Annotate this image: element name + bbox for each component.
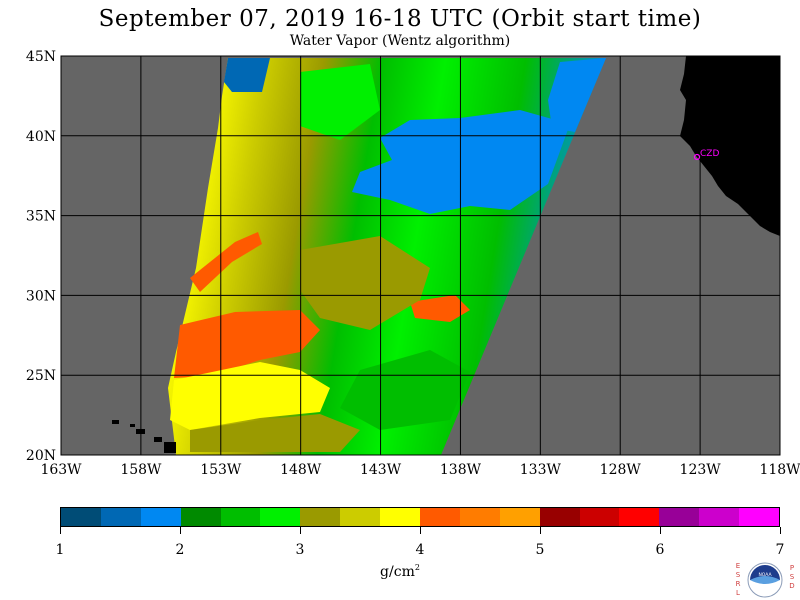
- island-hawaii: [164, 442, 176, 453]
- colorbar-tick: [419, 527, 421, 534]
- colorbar-tick: [299, 527, 301, 534]
- longitude-label: 158W: [120, 462, 162, 478]
- colorbar: [60, 507, 780, 527]
- colorbar-swatch: [380, 508, 421, 526]
- colorbar-unit: g/cm2: [0, 563, 800, 580]
- station-label: CZD: [700, 149, 719, 159]
- colorbar-tick-label: 6: [655, 542, 665, 558]
- colorbar-swatch: [739, 508, 780, 526]
- noaa-emblem-top: [750, 565, 780, 580]
- colorbar-tick: [659, 527, 661, 534]
- psd-letters: PSD: [789, 564, 794, 590]
- logo-letter: E: [736, 562, 740, 570]
- logo-letter: S: [736, 571, 741, 579]
- noaa-emblem-wave: [750, 576, 780, 584]
- colorbar-tick: [59, 527, 61, 534]
- colorbar-swatch: [579, 508, 620, 526]
- colorbar-tick: [179, 527, 181, 534]
- latitude-label: 25N: [26, 368, 56, 384]
- longitude-label: 148W: [280, 462, 322, 478]
- latitude-label: 35N: [26, 209, 56, 225]
- longitude-label: 163W: [40, 462, 82, 478]
- green-tongue: [340, 350, 470, 430]
- moist-band-south: [174, 310, 320, 378]
- latitude-label: 30N: [26, 288, 56, 304]
- map-subtitle: Water Vapor (Wentz algorithm): [289, 33, 511, 49]
- colorbar-swatch: [420, 508, 460, 526]
- longitude-label: 153W: [200, 462, 242, 478]
- colorbar-swatch: [459, 508, 500, 526]
- longitude-label: 123W: [680, 462, 722, 478]
- logo-letter: S: [790, 573, 795, 581]
- longitude-labels: 163W 158W 153W 148W 143W 138W 133W 128W 123W 118W: [40, 462, 800, 478]
- colorbar-tick-label: 4: [415, 542, 425, 558]
- latitude-label: 40N: [26, 129, 56, 145]
- colorbar-swatch: [699, 508, 740, 526]
- graticule: [61, 56, 780, 455]
- latitude-label: 20N: [26, 448, 56, 464]
- colorbar-swatch: [619, 508, 660, 526]
- colorbar-tick-label: 1: [55, 542, 65, 558]
- station-marker: CZD: [693, 149, 719, 161]
- colorbar-swatch: [499, 508, 540, 526]
- colorbar-swatch: [260, 508, 301, 526]
- olive-band-south: [190, 414, 360, 452]
- colorbar-tick: [539, 527, 541, 534]
- colorbar-swatch: [340, 508, 381, 526]
- colorbar-tick-label: 2: [175, 542, 185, 558]
- colorbar-swatch: [539, 508, 580, 526]
- colorbar-swatch: [61, 508, 101, 526]
- logo-letter: P: [790, 564, 794, 572]
- colorbar-swatch: [220, 508, 261, 526]
- colorbar-tick-label: 5: [535, 542, 545, 558]
- longitude-label: 118W: [759, 462, 800, 478]
- latitude-labels: 45N 40N 35N 30N 25N 20N: [26, 49, 56, 464]
- colorbar-swatch: [300, 508, 341, 526]
- island-molokai: [130, 424, 135, 427]
- unit-exponent: 2: [414, 563, 420, 572]
- olive-band-central: [300, 236, 430, 330]
- dry-area-northeast: [548, 58, 606, 132]
- north-america-coast: [680, 56, 780, 236]
- colorbar-swatch: [180, 508, 221, 526]
- yellow-band: [170, 362, 330, 430]
- longitude-label: 143W: [360, 462, 402, 478]
- logo-letter: D: [789, 582, 794, 590]
- longitude-label: 138W: [440, 462, 482, 478]
- noaa-text: NOAA: [758, 572, 772, 578]
- colorbar-swatch: [140, 508, 181, 526]
- colorbar-swatch: [659, 508, 700, 526]
- longitude-label: 128W: [600, 462, 642, 478]
- colorbar-swatch: [100, 508, 141, 526]
- moist-patch-east: [410, 295, 470, 322]
- colorbar-tick-label: 3: [295, 542, 305, 558]
- station-dot: [693, 153, 701, 161]
- colorbar-tick-label: 7: [775, 542, 785, 558]
- map-title: September 07, 2019 16-18 UTC (Orbit star…: [98, 6, 702, 32]
- moist-band-west: [190, 232, 262, 292]
- logo-letter: L: [736, 589, 740, 597]
- latitude-label: 45N: [26, 49, 56, 65]
- island-kauai: [112, 420, 119, 424]
- green-area-north: [300, 64, 380, 140]
- colorbar-tick: [779, 527, 781, 534]
- dry-area-northwest: [224, 58, 270, 92]
- map-frame: [60, 55, 781, 456]
- longitude-label: 133W: [520, 462, 562, 478]
- logo-letter: R: [736, 580, 741, 588]
- unit-text: g/cm: [380, 564, 415, 580]
- island-maui: [154, 437, 162, 442]
